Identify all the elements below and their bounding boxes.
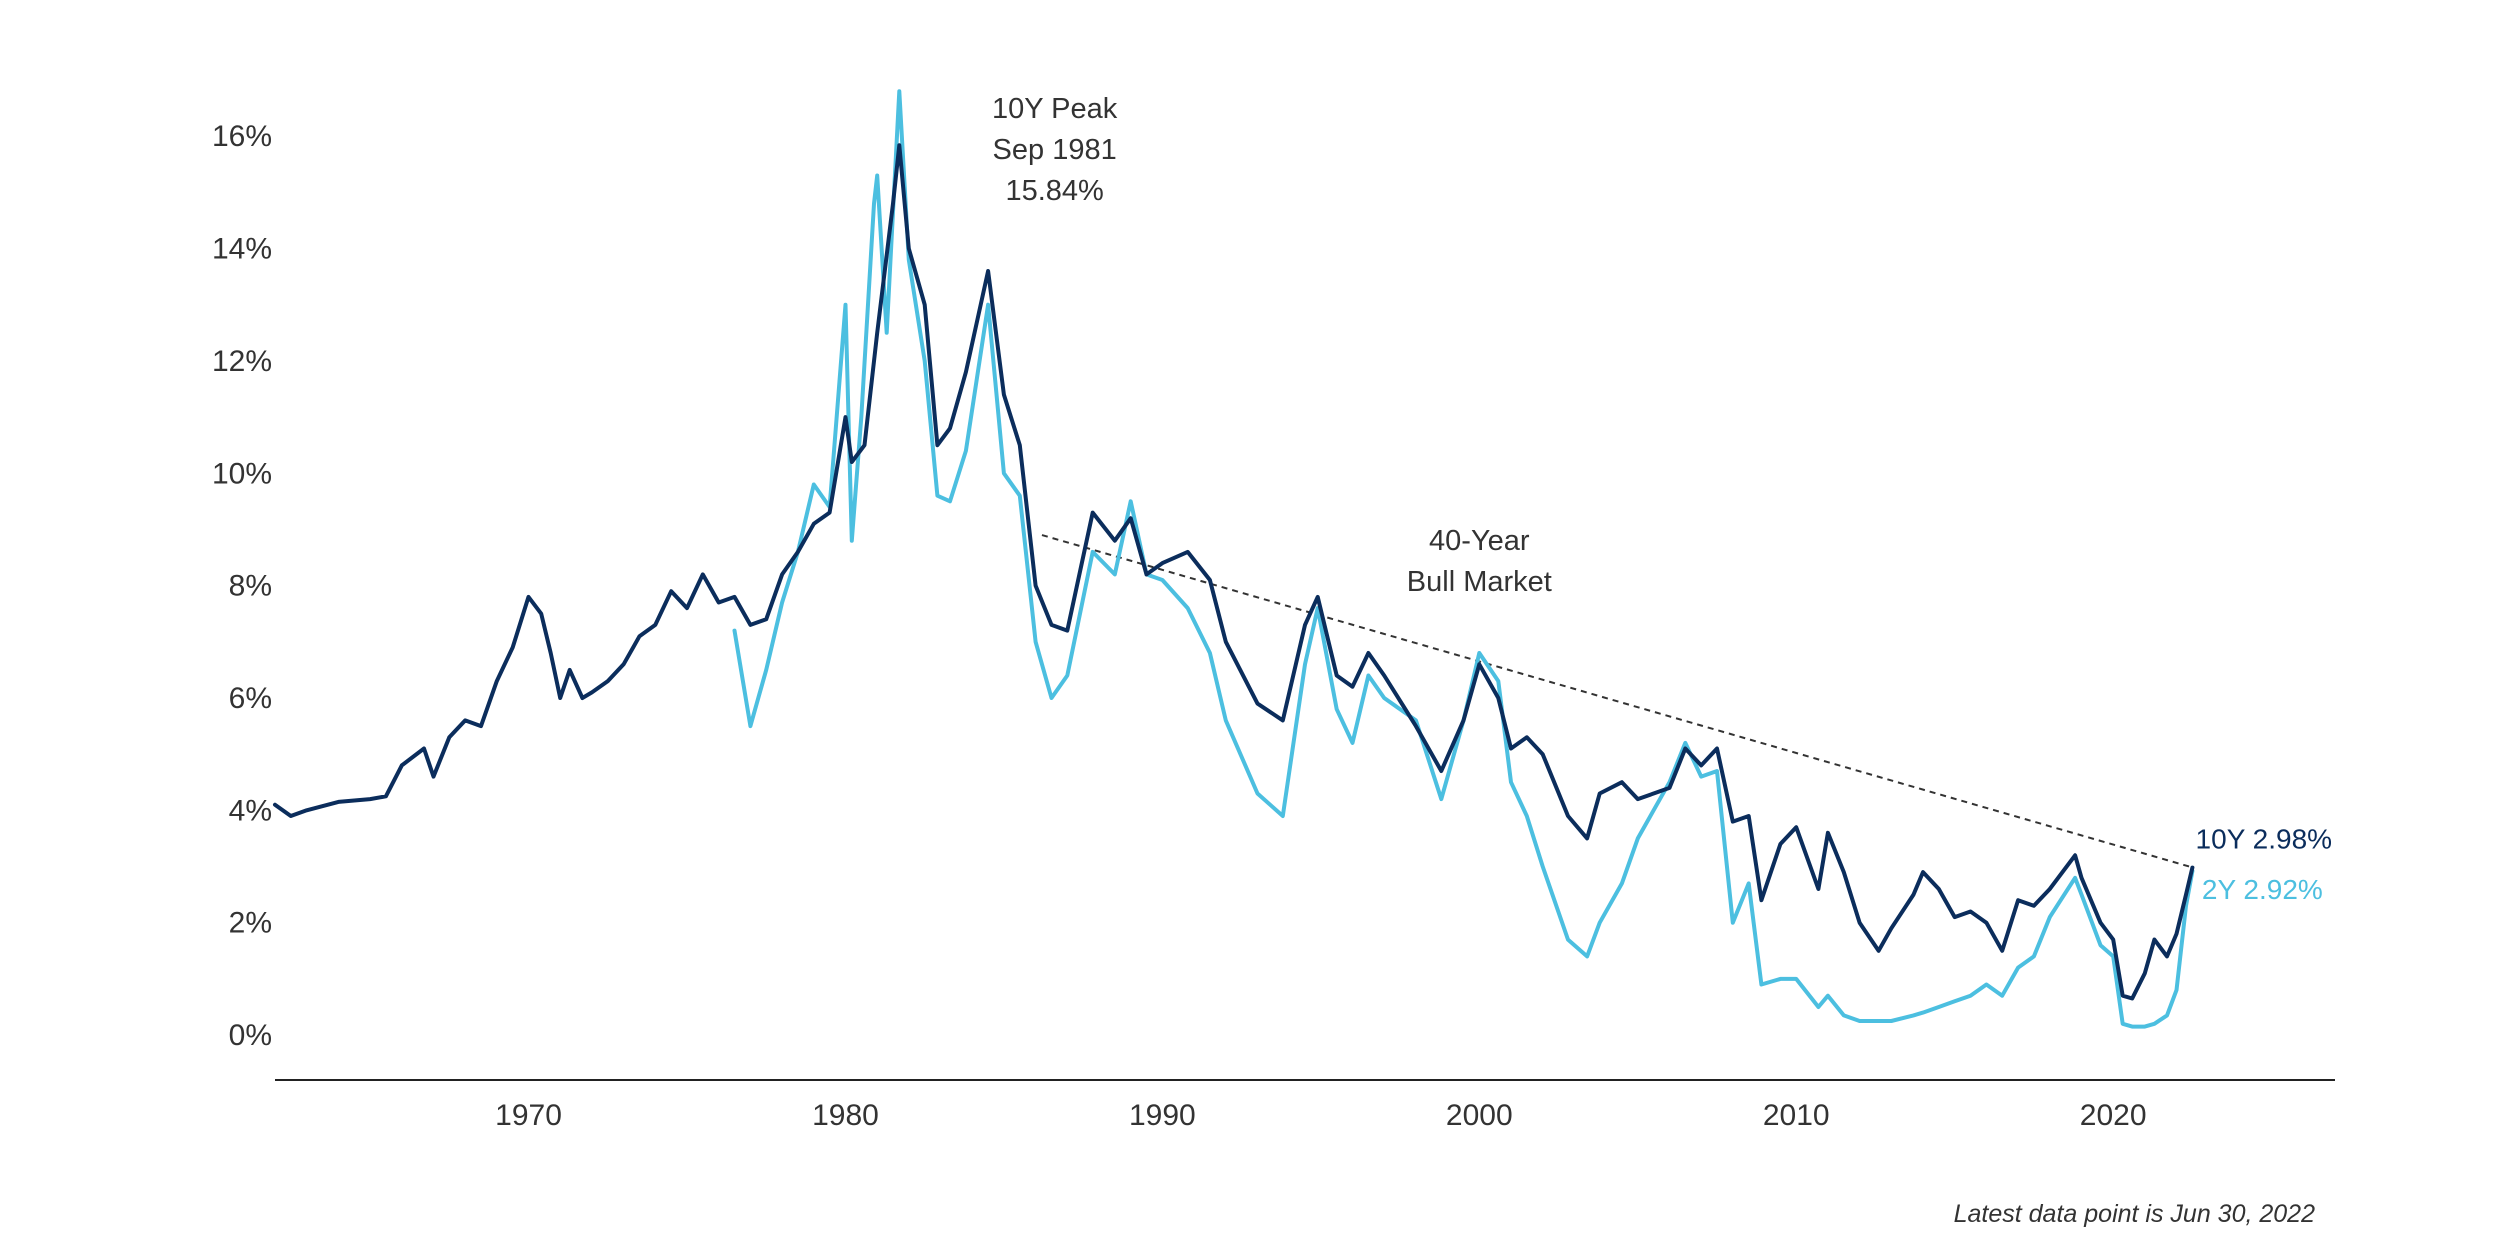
annotation-layer: 10Y Peak Sep 1981 15.84% 40-Year Bull Market… [992,93,2332,905]
trend-layer [1041,534,2190,868]
y-tick-label: 0% [229,1019,272,1052]
annotation-line: Bull Market [1407,566,1552,598]
y-tick-label: 4% [229,794,272,827]
series-line-10y [273,143,2195,1001]
x-tick-label: 1970 [495,1099,562,1132]
series-line-2y [732,89,2195,1029]
x-tick-label: 2010 [1763,1099,1830,1132]
axes-layer: 0% 2% 4% 6% 8% 10% 12% 14% 16% 1970 1980 1990 2000 20… [212,120,2335,1132]
end-label-10y: 10Y 2.98% [2196,823,2333,854]
y-tick-label: 10% [212,457,272,490]
y-tick-label: 12% [212,345,272,378]
y-tick-label: 6% [229,682,272,715]
annotation-line: Sep 1981 [993,134,1117,166]
annotation-line: 40-Year [1429,525,1530,557]
footnote: Latest data point is Jun 30, 2022 [1953,1200,2315,1228]
y-tick-label: 8% [229,570,272,603]
annotation-line: 10Y Peak [992,93,1118,125]
series-layer [273,89,2195,1029]
x-tick-label: 1980 [812,1099,879,1132]
annotation-bull: 40-Year Bull Market [1407,525,1552,598]
annotation-peak: 10Y Peak Sep 1981 15.84% [992,93,1118,207]
x-tick-label: 1990 [1129,1099,1196,1132]
x-tick-label: 2020 [2080,1099,2147,1132]
end-label-2y: 2Y 2.92% [2202,874,2323,905]
annotation-line: 15.84% [1005,175,1103,207]
y-tick-label: 14% [212,233,272,266]
y-tick-label: 16% [212,120,272,153]
y-tick-label: 2% [229,907,272,940]
x-tick-label: 2000 [1446,1099,1513,1132]
trend-line [1041,534,2190,868]
